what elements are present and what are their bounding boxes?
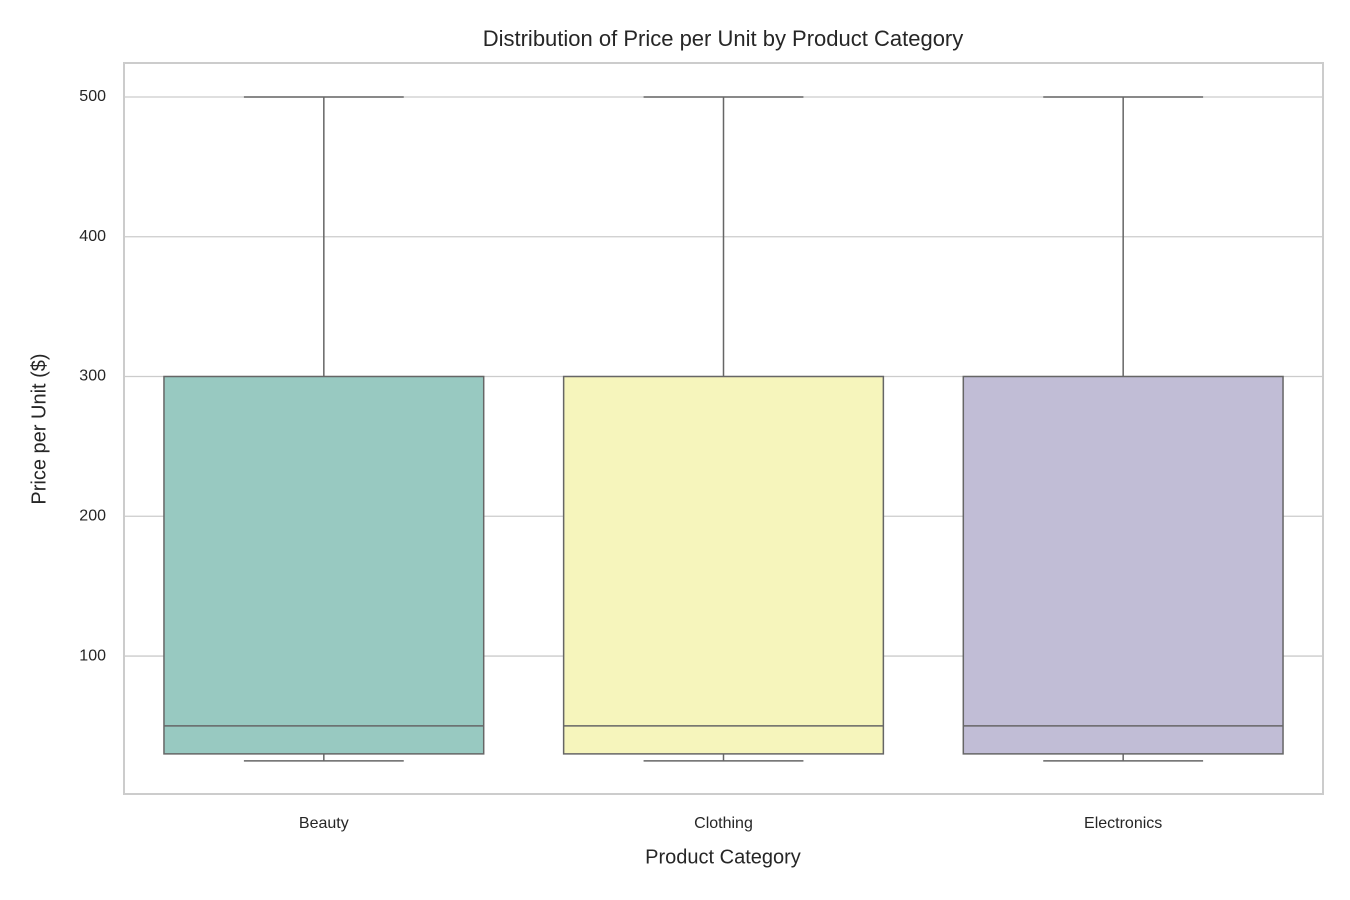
x-tick-label: Clothing bbox=[694, 815, 753, 832]
y-tick-label: 300 bbox=[79, 368, 106, 385]
x-tick-label: Electronics bbox=[1084, 815, 1162, 832]
box bbox=[163, 375, 485, 755]
y-tick-label: 100 bbox=[79, 647, 106, 664]
x-tick-label: Beauty bbox=[299, 815, 349, 832]
box bbox=[562, 375, 885, 755]
plot-frame bbox=[123, 62, 1324, 795]
box bbox=[962, 375, 1284, 755]
y-tick-label: 500 bbox=[79, 88, 106, 105]
x-axis-label: Product Category bbox=[645, 846, 801, 868]
y-tick-label: 400 bbox=[79, 228, 106, 245]
y-axis-label: Price per Unit ($) bbox=[28, 353, 50, 504]
chart-title: Distribution of Price per Unit by Produc… bbox=[483, 26, 964, 51]
y-tick-label: 200 bbox=[79, 507, 106, 524]
